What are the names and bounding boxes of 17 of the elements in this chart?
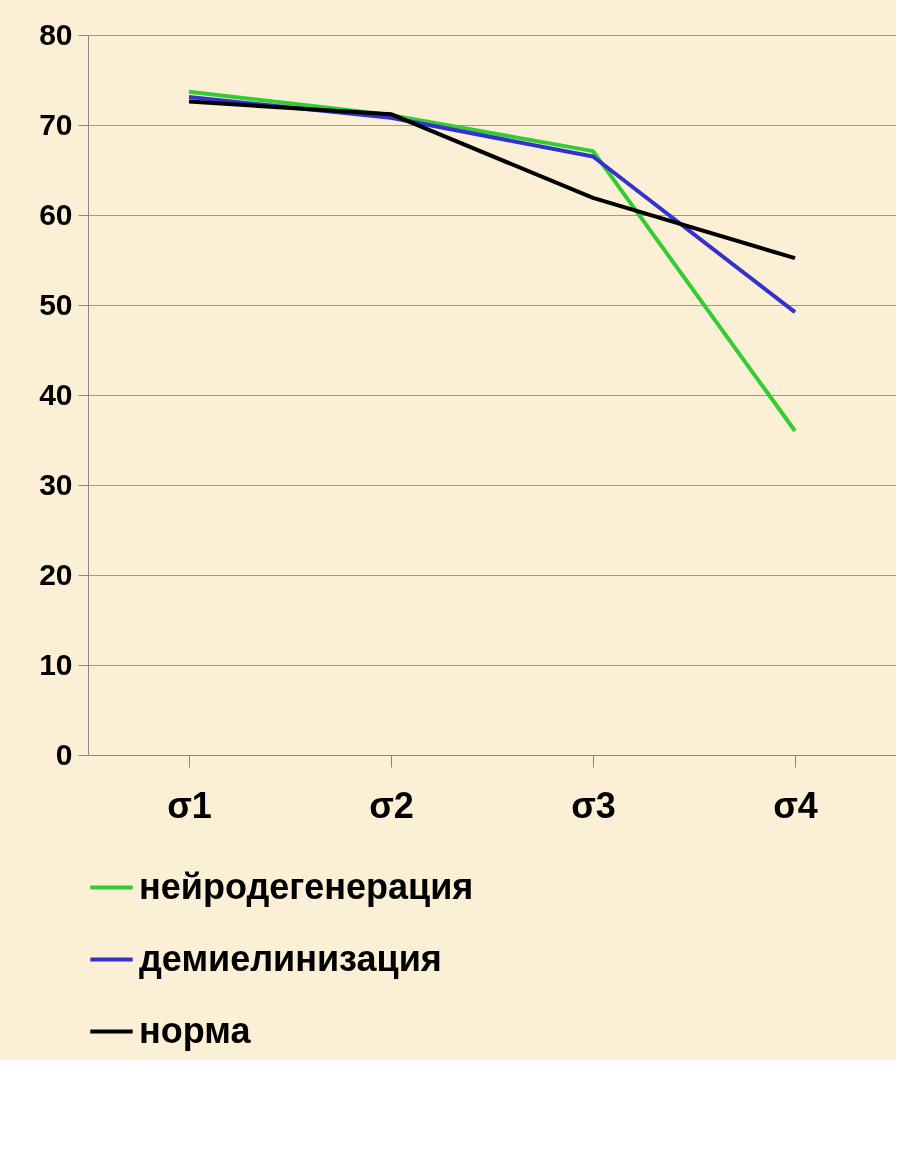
y-tick-label: 60 xyxy=(39,197,73,231)
legend-label: нейродегенерация xyxy=(139,865,474,907)
y-tick-label: 0 xyxy=(55,737,73,771)
x-tick-label: σ4 xyxy=(773,784,818,826)
y-tick-label: 70 xyxy=(39,107,73,141)
y-tick-label: 80 xyxy=(39,17,73,51)
legend-label: демиелинизация xyxy=(139,937,442,979)
y-tick-label: 30 xyxy=(39,467,73,501)
x-tick-label: σ1 xyxy=(167,784,212,826)
y-tick-label: 40 xyxy=(39,377,73,411)
legend-label: норма xyxy=(139,1009,252,1051)
x-tick-label: σ2 xyxy=(369,784,414,826)
line-series xyxy=(187,99,797,261)
y-tick-label: 20 xyxy=(39,557,73,591)
x-tick-label: σ3 xyxy=(571,784,616,826)
y-tick-label: 50 xyxy=(39,287,73,321)
y-tick-label: 10 xyxy=(39,647,73,681)
